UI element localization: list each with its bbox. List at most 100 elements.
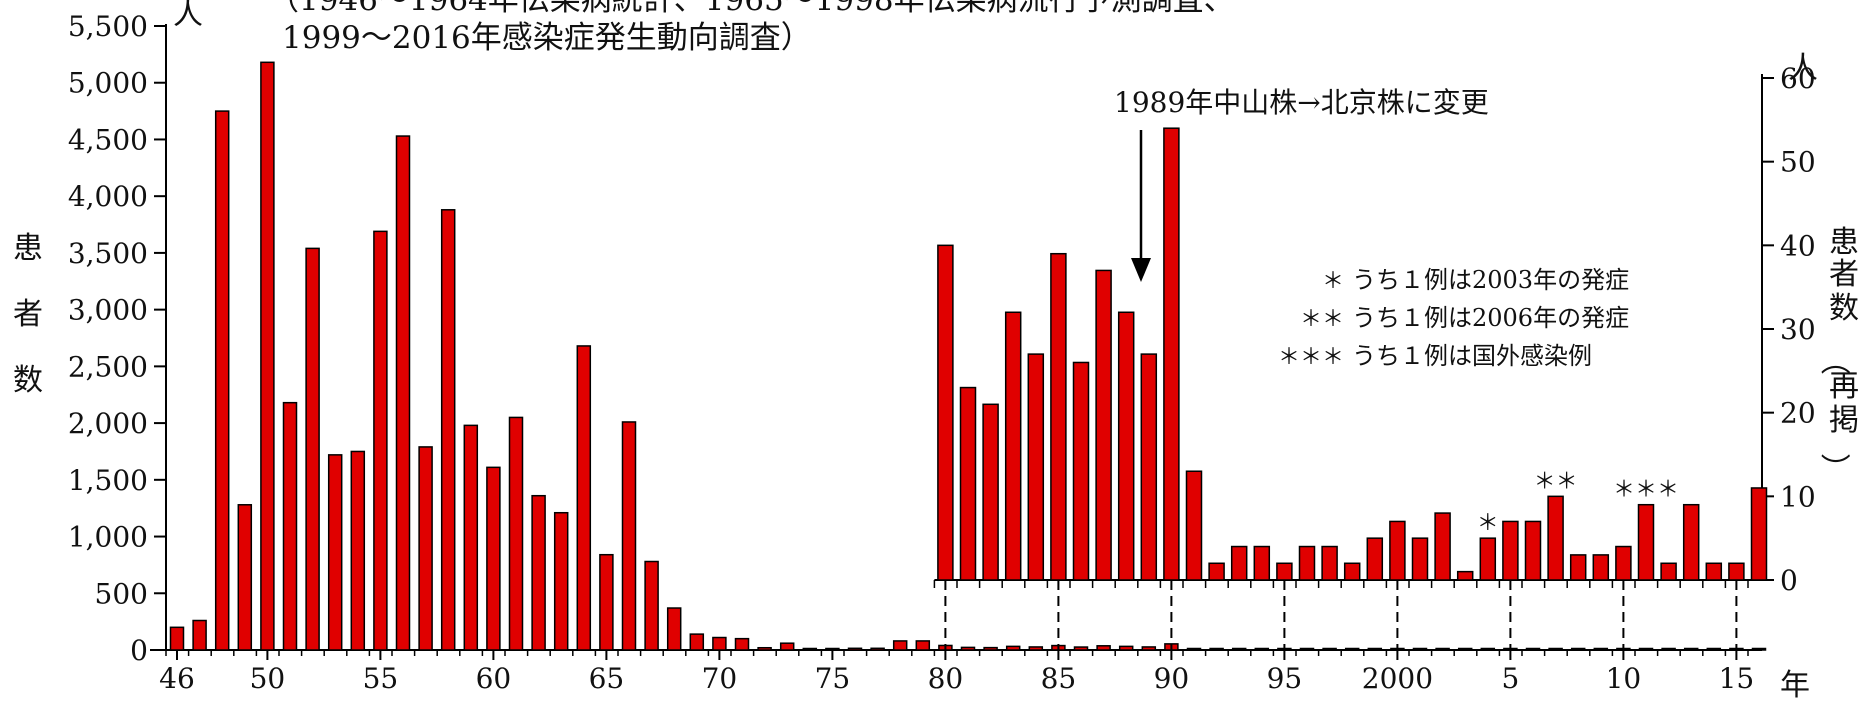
main-bar xyxy=(621,421,637,651)
inset-bar xyxy=(959,386,977,581)
main-bar xyxy=(1186,647,1202,651)
main-bar xyxy=(802,647,818,651)
main-bar xyxy=(1141,646,1157,651)
inset-bar xyxy=(1592,554,1610,581)
x-tick-label: 55 xyxy=(363,662,399,695)
main-bar xyxy=(1751,647,1767,651)
main-bar xyxy=(576,345,592,651)
main-bar xyxy=(373,230,388,651)
main-bar xyxy=(192,619,207,651)
inset-bar xyxy=(1298,545,1316,581)
footnotes: ＊ うち１例は2003年の発症 ＊＊ うち１例は2006年の発症 ＊＊＊ うち１… xyxy=(1278,266,1629,370)
main-bar xyxy=(282,401,298,651)
main-bar xyxy=(1661,647,1676,651)
left-y-tick-label: 5,000 xyxy=(68,67,148,100)
main-bar xyxy=(666,607,682,651)
inset-bar xyxy=(1072,361,1090,581)
main-bar xyxy=(712,636,727,651)
main-bar xyxy=(1073,646,1089,651)
strain-change-annotation: 1989年中山株→北京株に変更 xyxy=(1114,86,1489,119)
left-y-tick-label: 3,000 xyxy=(68,294,148,327)
main-bar xyxy=(1367,647,1383,651)
main-bar xyxy=(531,494,546,651)
inset-bar xyxy=(1027,353,1045,581)
right-axis-label-char: 患 xyxy=(1829,225,1859,260)
inset-bar xyxy=(1524,520,1542,581)
inset-bar xyxy=(1434,512,1451,581)
main-bar xyxy=(214,110,230,651)
main-bar xyxy=(463,424,479,651)
inset-bar xyxy=(1276,562,1293,581)
left-axis-label-char: 患 xyxy=(13,231,43,266)
right-y-tick-label: 10 xyxy=(1780,480,1816,513)
right-y-tick-label: 40 xyxy=(1780,229,1816,262)
main-bar xyxy=(847,647,863,651)
main-bar xyxy=(1570,647,1586,651)
right-axis-label-char: 再 xyxy=(1829,369,1859,404)
inset-bar xyxy=(1253,545,1271,581)
main-bar xyxy=(779,642,795,651)
main-bar xyxy=(508,416,524,651)
inset-bar xyxy=(1389,520,1406,581)
left-y-tick-label: 5,500 xyxy=(68,10,148,43)
main-bar xyxy=(1683,647,1699,651)
x-tick-label: 75 xyxy=(815,662,851,695)
main-bar xyxy=(825,647,840,651)
inset-bar xyxy=(1569,554,1587,581)
left-y-tick-label: 4,000 xyxy=(68,180,148,213)
main-bar xyxy=(757,646,772,651)
main-bar xyxy=(305,247,320,651)
main-bar xyxy=(1480,647,1496,651)
main-bar xyxy=(1118,645,1134,651)
footnote-text: うち１例は国外感染例 xyxy=(1352,342,1592,370)
footnote-mark: ＊ xyxy=(1322,269,1344,294)
main-bar xyxy=(440,209,456,651)
inset-bar-mark: ＊＊ xyxy=(1534,469,1578,494)
inset-bar xyxy=(1502,520,1519,581)
inset-bar xyxy=(1366,537,1384,581)
main-bar xyxy=(1638,647,1654,651)
left-axis-unit: 人 xyxy=(173,0,203,32)
inset-bar xyxy=(1117,311,1135,581)
right-axis-label: 患 者 数 （ 再 掲 ） xyxy=(1816,225,1859,483)
main-bar xyxy=(1344,647,1360,651)
inset-bar xyxy=(1728,562,1745,581)
main-bar xyxy=(169,626,185,651)
chart-title-line2: 1999〜2016年感染症発生動向調査） xyxy=(282,20,812,56)
main-bar xyxy=(395,135,411,651)
main-bar xyxy=(553,511,569,651)
x-tick-label: 46 xyxy=(159,662,195,695)
x-axis-unit: 年 xyxy=(1780,668,1810,703)
main-bars xyxy=(169,61,1767,651)
main-bar xyxy=(689,633,705,651)
main-bar xyxy=(1706,647,1722,651)
right-axis-label-char: 掲 xyxy=(1829,403,1859,438)
left-y-tick-label: 2,000 xyxy=(68,407,148,440)
inset-bar xyxy=(1163,127,1180,581)
left-y-tick-label: 500 xyxy=(95,577,148,610)
left-y-tick-label: 2,500 xyxy=(68,350,148,383)
right-axis-label-char: （ xyxy=(1816,345,1851,375)
main-bar xyxy=(1593,647,1609,651)
x-tick-label: 85 xyxy=(1041,662,1077,695)
inset-bar xyxy=(1682,503,1700,581)
main-bar xyxy=(870,647,885,651)
left-y-tick-label: 1,000 xyxy=(68,521,148,554)
inset-bar xyxy=(937,244,954,581)
main-bar xyxy=(892,640,908,651)
main-axis-labels: 0 500 1,000 1,500 2,000 2,500 3,000 3,500 4,000 4… xyxy=(68,10,1754,695)
main-bar xyxy=(1209,647,1224,651)
main-bar xyxy=(915,640,931,651)
right-y-tick-label: 50 xyxy=(1780,146,1816,179)
inset-bar xyxy=(1637,503,1655,581)
footnote-text: うち１例は2006年の発症 xyxy=(1352,304,1629,332)
right-axis-label-char: ） xyxy=(1816,453,1851,483)
main-bar xyxy=(960,646,976,651)
main-bar xyxy=(1028,646,1044,651)
x-tick-label: 95 xyxy=(1267,662,1303,695)
right-y-tick-label: 30 xyxy=(1780,313,1816,346)
right-y-tick-label: 0 xyxy=(1780,564,1798,597)
left-y-tick-label: 3,500 xyxy=(68,237,148,270)
